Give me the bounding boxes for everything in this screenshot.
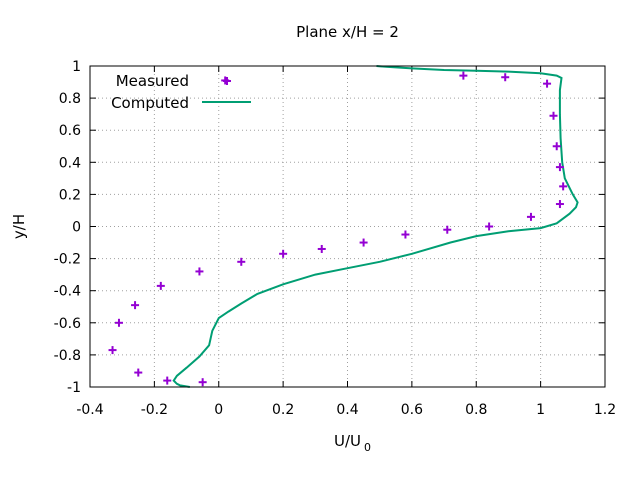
y-tick-label: 1 bbox=[72, 59, 81, 75]
y-tick-label: 0.4 bbox=[59, 155, 81, 171]
legend: Measured Computed bbox=[111, 72, 251, 112]
computed-line bbox=[172, 65, 579, 388]
measured-point bbox=[317, 244, 326, 253]
x-tick-label: 0.8 bbox=[465, 402, 487, 418]
measured-point bbox=[443, 225, 452, 234]
x-tick-label: 0.6 bbox=[401, 402, 423, 418]
measured-point bbox=[156, 281, 165, 290]
x-axis-label-subscript: 0 bbox=[364, 441, 371, 454]
ticks-layer: -0.4 -0.2 0 0.2 0.4 0.6 0.8 1 1.2 -1 -0.8 -0.6 -0.4 -… bbox=[54, 59, 616, 418]
measured-point bbox=[501, 73, 510, 82]
measured-point bbox=[555, 163, 564, 172]
measured-point bbox=[114, 318, 123, 327]
y-axis-label: y/H bbox=[10, 214, 28, 239]
measured-point bbox=[555, 200, 564, 209]
measured-point bbox=[279, 249, 288, 258]
measured-point bbox=[195, 267, 204, 276]
grid-layer bbox=[90, 66, 605, 387]
y-tick-label: 0.6 bbox=[59, 123, 81, 139]
x-tick-label: -0.2 bbox=[141, 402, 168, 418]
y-tick-label: 0 bbox=[72, 220, 81, 236]
x-axis-label: U/U 0 bbox=[334, 432, 371, 454]
x-tick-label: 0.2 bbox=[272, 402, 294, 418]
x-tick-label: 0 bbox=[214, 402, 223, 418]
legend-measured-marker bbox=[223, 77, 231, 85]
legend-measured-label: Measured bbox=[116, 72, 189, 90]
measured-point bbox=[134, 368, 143, 377]
y-tick-label: -0.6 bbox=[54, 316, 81, 332]
measured-point bbox=[163, 376, 172, 385]
measured-point bbox=[198, 378, 207, 387]
measured-point bbox=[401, 230, 410, 239]
measured-point bbox=[459, 71, 468, 80]
measured-point bbox=[485, 222, 494, 231]
y-tick-label: -0.2 bbox=[54, 252, 81, 268]
y-tick-label: 0.8 bbox=[59, 91, 81, 107]
x-tick-label: 1 bbox=[536, 402, 545, 418]
measured-point bbox=[131, 301, 140, 310]
x-axis-label-main: U/U bbox=[334, 432, 361, 450]
measured-point bbox=[559, 182, 568, 191]
legend-computed-label: Computed bbox=[111, 94, 189, 112]
y-tick-label: 0.2 bbox=[59, 187, 81, 203]
measured-point bbox=[526, 212, 535, 221]
measured-point bbox=[549, 111, 558, 120]
plot-frame bbox=[89, 65, 606, 388]
y-tick-label: -0.4 bbox=[54, 284, 81, 300]
x-tick-label: 0.4 bbox=[336, 402, 358, 418]
measured-point bbox=[543, 79, 552, 88]
x-tick-label: -0.4 bbox=[76, 402, 103, 418]
measured-point bbox=[552, 142, 561, 151]
y-tick-label: -1 bbox=[67, 380, 81, 396]
chart-title: Plane x/H = 2 bbox=[296, 23, 399, 41]
y-tick-label: -0.8 bbox=[54, 348, 81, 364]
x-tick-label: 1.2 bbox=[594, 402, 616, 418]
measured-point bbox=[237, 257, 246, 266]
measured-point bbox=[108, 346, 117, 355]
measured-point bbox=[359, 238, 368, 247]
